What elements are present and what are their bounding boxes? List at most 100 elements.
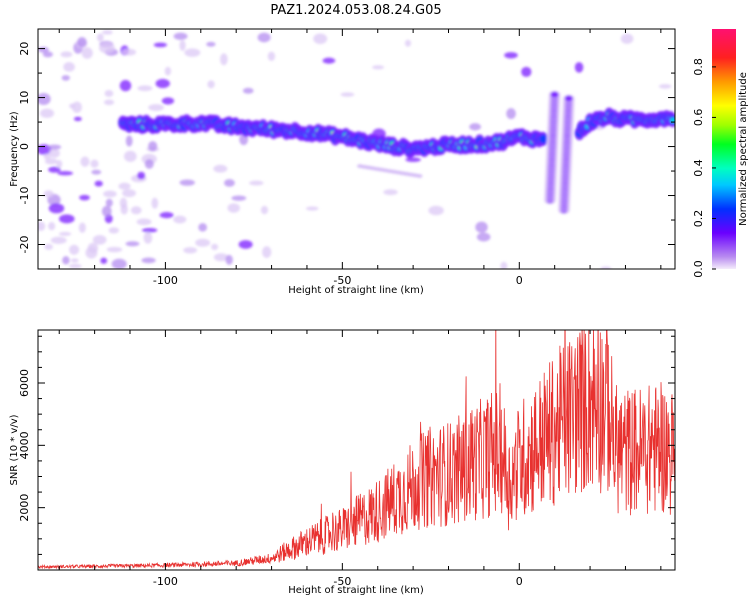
heatmap-cell xyxy=(372,65,385,70)
heatmap-cell xyxy=(504,52,518,59)
heatmap-cell xyxy=(38,221,46,232)
heatmap-cell xyxy=(211,243,219,251)
heatmap-cell xyxy=(206,41,216,47)
snr-series xyxy=(38,330,675,570)
heatmap-cell xyxy=(475,221,488,233)
heatmap-cell xyxy=(183,247,198,254)
heatmap-cell xyxy=(198,223,208,232)
heatmap-cell xyxy=(148,104,165,111)
heatmap-cell xyxy=(102,30,113,35)
heatmap-cell xyxy=(148,141,158,152)
heatmap-cell xyxy=(91,169,102,175)
colorbar-gradient xyxy=(712,29,736,269)
x-tick-label: 0 xyxy=(516,274,523,287)
heatmap-cell xyxy=(151,197,159,209)
heatmap-cell xyxy=(260,205,269,215)
heatmap-cell xyxy=(136,218,152,226)
spectrogram-frame xyxy=(37,28,676,270)
heatmap-cell xyxy=(506,108,516,120)
heatmap-cell xyxy=(383,189,398,196)
heatmap-cell xyxy=(125,241,140,247)
heatmap-cell xyxy=(101,205,112,217)
heatmap-cell xyxy=(220,53,228,66)
x-tick-label: -50 xyxy=(333,575,351,588)
snr-xlabel: Height of straight line (km) xyxy=(288,585,424,596)
heatmap-cell xyxy=(161,97,175,105)
heatmap-cell xyxy=(48,203,65,214)
heatmap-blobs xyxy=(38,30,675,269)
heatmap-cell xyxy=(179,40,186,51)
heatmap-cell xyxy=(70,258,79,263)
y-tick-label: -10 xyxy=(18,187,31,205)
heatmap-cell xyxy=(43,190,54,198)
y-tick-label: 2000 xyxy=(18,494,31,522)
heatmap-cell xyxy=(78,222,86,233)
snr-x-ticks: -100 -50 0 xyxy=(58,330,662,588)
heatmap-cell xyxy=(476,232,491,242)
heatmap-cell xyxy=(242,87,254,94)
colorbar-tick-label: 0.6 xyxy=(692,109,705,127)
heatmap-cell xyxy=(173,215,187,224)
heatmap-cell xyxy=(164,66,172,76)
heatmap-cell xyxy=(44,158,58,165)
heatmap-cell xyxy=(574,62,584,73)
heatmap-cell xyxy=(130,206,142,215)
heatmap-cell xyxy=(137,85,153,92)
spectrogram-ylabel: Frequency (Hz) xyxy=(9,111,20,187)
colorbar-ticks: 0.0 0.2 0.4 0.6 0.8 xyxy=(692,58,716,278)
y-tick-label: 10 xyxy=(18,91,31,105)
heatmap-cell xyxy=(143,232,153,244)
heatmap-cell xyxy=(257,32,271,43)
heatmap-cell xyxy=(69,244,80,255)
heatmap-cell xyxy=(43,153,51,160)
heatmap-cell xyxy=(405,157,421,163)
heatmap-cell xyxy=(80,156,90,167)
heatmap-cell xyxy=(155,78,170,89)
heatmap-cell xyxy=(38,46,49,53)
heatmap-cell xyxy=(94,180,103,187)
heatmap-cell xyxy=(249,180,264,186)
heatmap-cell xyxy=(73,116,82,122)
snr-ylabel: SNR (10 * v/v) xyxy=(9,414,20,485)
heatmap-cell xyxy=(106,246,123,253)
heatmap-cell xyxy=(96,33,104,42)
heatmap-cell xyxy=(322,57,336,64)
heatmap-cell xyxy=(103,99,115,106)
heatmap-cell xyxy=(42,51,53,58)
heatmap-cell xyxy=(105,198,113,207)
heatmap-cell xyxy=(658,84,672,89)
heatmap-cell xyxy=(120,203,128,215)
heatmap-cell xyxy=(313,33,328,44)
heatmap-cell xyxy=(90,159,99,168)
heatmap-cell xyxy=(79,194,90,201)
heatmap-cell xyxy=(77,37,87,48)
heatmap-cell xyxy=(92,234,107,245)
spectrogram-xlabel: Height of straight line (km) xyxy=(288,285,424,296)
snr-panel: -100 -50 0 2000 4000 6000 Height of straight… xyxy=(9,329,676,596)
spectrogram-x-ticks: -100 -50 0 xyxy=(58,29,662,287)
y-tick-label: -20 xyxy=(18,236,31,254)
heatmap-cell xyxy=(213,253,229,262)
heatmap-cell xyxy=(123,150,137,162)
spectrogram-heatmap xyxy=(38,30,675,269)
snr-line xyxy=(38,330,675,570)
x-tick-label: 0 xyxy=(516,575,523,588)
heatmap-cell xyxy=(81,47,93,59)
heatmap-cell xyxy=(141,257,156,264)
heatmap-cell xyxy=(104,90,114,97)
heatmap-cell xyxy=(40,108,55,119)
heatmap-cell xyxy=(231,195,247,201)
heatmap-cell xyxy=(521,66,532,77)
heatmap-cell xyxy=(142,227,158,233)
heatmap-cell xyxy=(63,62,75,72)
x-tick-label: -100 xyxy=(153,274,178,287)
heatmap-cell xyxy=(137,171,146,180)
heatmap-cell xyxy=(118,182,131,190)
colorbar-label: Normalized spectral amplitude xyxy=(738,72,749,226)
heatmap-cell xyxy=(98,42,115,54)
heatmap-cell xyxy=(469,123,482,131)
heatmap-cell xyxy=(564,95,573,102)
colorbar-tick-label: 0.2 xyxy=(692,210,705,228)
heatmap-cell xyxy=(57,171,74,176)
